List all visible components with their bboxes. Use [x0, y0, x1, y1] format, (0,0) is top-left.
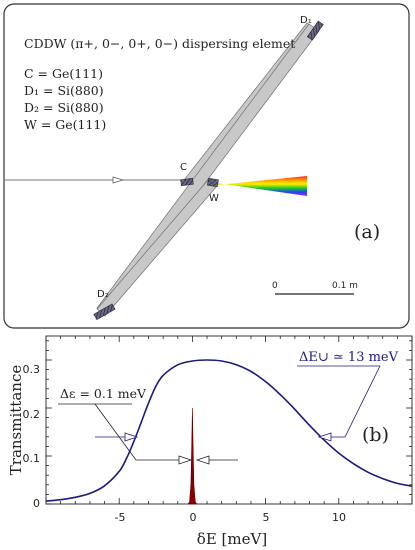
xtick-label: 0: [190, 511, 197, 524]
legend-d2: D₂ = Si(880): [24, 100, 104, 115]
crystal-c: [180, 177, 194, 187]
scale-bar-start: 0: [272, 281, 278, 291]
axis-ticks: [45, 336, 413, 505]
dispersed-spectrum: [217, 176, 307, 196]
panel-a: CDDW (π+, 0−, 0+, 0−) dispersing elemet …: [3, 3, 410, 329]
crystal-d1: [306, 20, 324, 41]
xtick-label: 10: [332, 511, 346, 524]
ytick-label: 0.3: [23, 363, 41, 376]
broad-transmittance-curve: [45, 359, 413, 502]
x-axis-label: δE [meV]: [197, 530, 267, 548]
annotation-narrow: Δε = 0.1 meV: [60, 386, 147, 401]
xtick-label: 5: [263, 511, 270, 524]
annotation-broad-leader: [331, 365, 381, 438]
legend-d1: D₁ = Si(880): [24, 83, 104, 98]
arrow-right-icon: [317, 432, 332, 442]
label-d1: D₁: [300, 15, 312, 26]
annotation-narrow-leader: [94, 403, 179, 461]
panel-b-label: (b): [362, 424, 389, 446]
panel-a-title: CDDW (π+, 0−, 0+, 0−) dispersing elemet: [24, 36, 295, 51]
y-axis-label: Transmittance: [7, 365, 25, 476]
label-d2: D₂: [97, 289, 109, 300]
scale-bar-end: 0.1 m: [332, 281, 358, 291]
legend-w: W = Ge(111): [24, 117, 106, 132]
ytick-label: 0.2: [23, 408, 41, 421]
arrow-left-icon: [124, 432, 139, 442]
xtick-label: -5: [115, 511, 126, 524]
narrow-transmittance-peak: [187, 407, 198, 505]
label-c: C: [180, 162, 187, 173]
panel-a-label: (a): [354, 221, 380, 243]
ytick-label: 0: [33, 497, 40, 510]
legend-c: C = Ge(111): [24, 66, 103, 81]
crystal-d2: [93, 303, 116, 321]
crystal-w: [207, 177, 219, 188]
annotation-broad: ΔE∪ ≃ 13 meV: [299, 350, 399, 365]
beam-arrow-icon: [112, 176, 125, 184]
panel-b: -5 0 5 10 0 0.1 0.2 0.3 Transmittance δE…: [7, 335, 413, 548]
ytick-label: 0.1: [23, 452, 41, 465]
arrow-right-icon: [178, 455, 193, 465]
label-w: W: [209, 193, 219, 204]
plot-frame: [45, 335, 413, 505]
arrow-left-icon: [195, 455, 210, 465]
